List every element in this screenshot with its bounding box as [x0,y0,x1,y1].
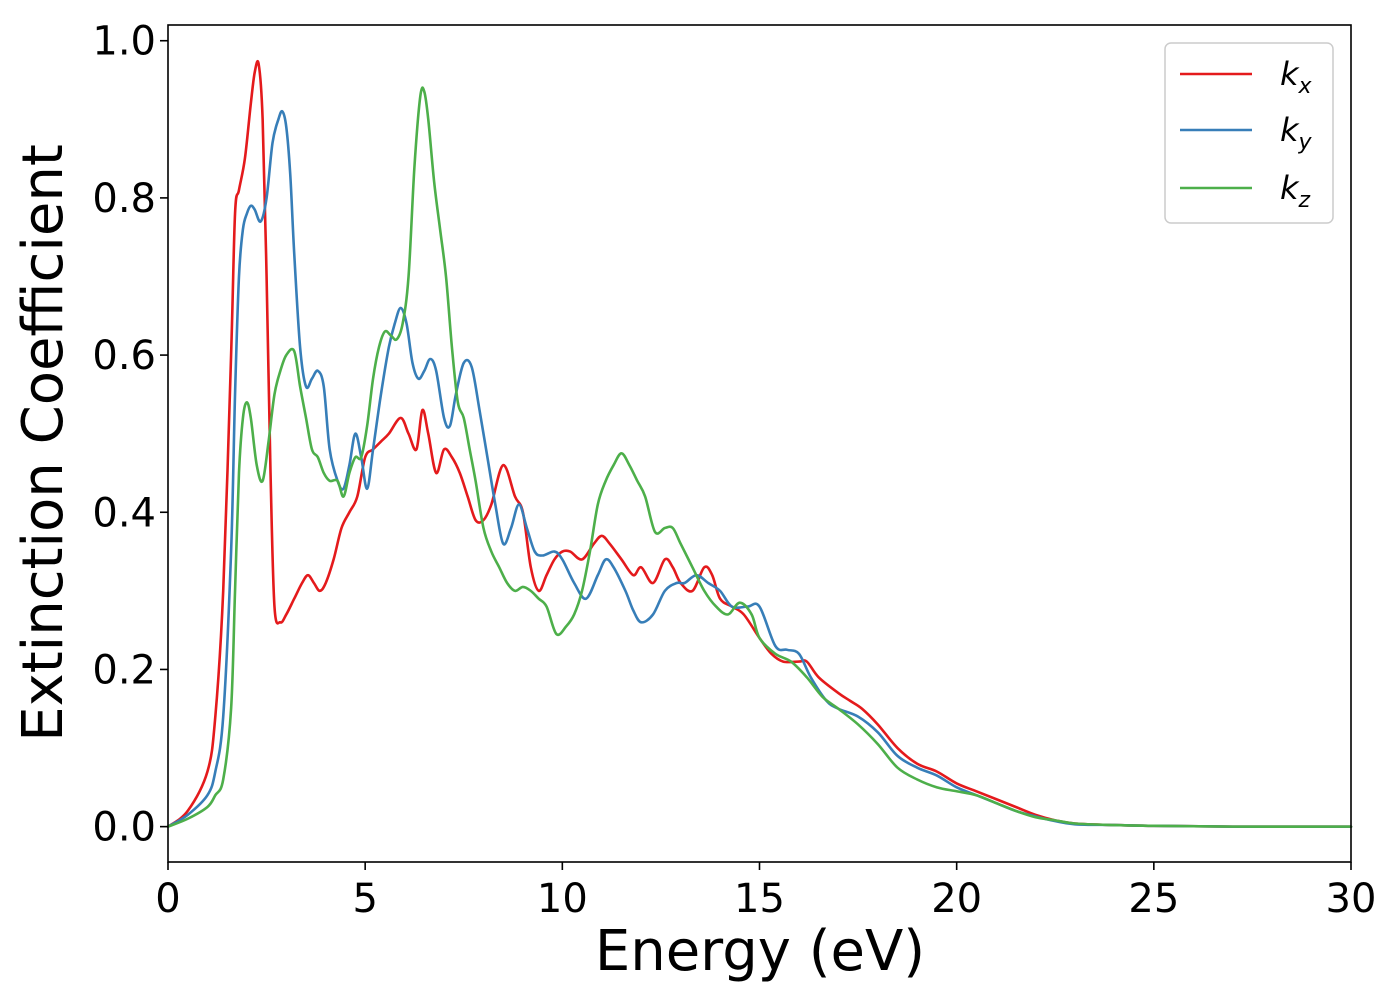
y-tick-label: 0.8 [92,176,156,222]
legend: kx ky kz [1164,42,1334,224]
legend-entries: kx ky kz [1180,55,1313,213]
x-axis-label: Energy (eV) [595,919,925,984]
y-axis-ticks: 0.0 0.2 0.4 0.6 0.8 1.0 [92,19,168,851]
y-tick-label: 0.0 [92,805,156,851]
y-tick-label: 1.0 [92,19,156,65]
legend-box [1164,42,1334,224]
x-tick-label: 5 [352,876,377,922]
legend-label-kx: kx [1280,55,1313,99]
y-axis-label: Extinction Coefficient [11,144,76,742]
x-axis-ticks: 0 5 10 15 20 25 30 [155,862,1376,922]
y-tick-label: 0.4 [92,490,156,536]
plot-lines [166,59,1353,828]
legend-label-kz: kz [1280,169,1311,213]
series-line-kx [166,59,1353,828]
legend-label-ky: ky [1280,111,1313,155]
x-tick-label: 15 [734,876,785,922]
x-tick-label: 30 [1326,876,1377,922]
x-tick-label: 10 [537,876,588,922]
y-tick-label: 0.6 [92,333,156,379]
y-tick-label: 0.2 [92,647,156,693]
series-line-kz [166,86,1353,828]
x-tick-label: 25 [1128,876,1179,922]
x-tick-label: 20 [931,876,982,922]
x-tick-label: 0 [155,876,180,922]
